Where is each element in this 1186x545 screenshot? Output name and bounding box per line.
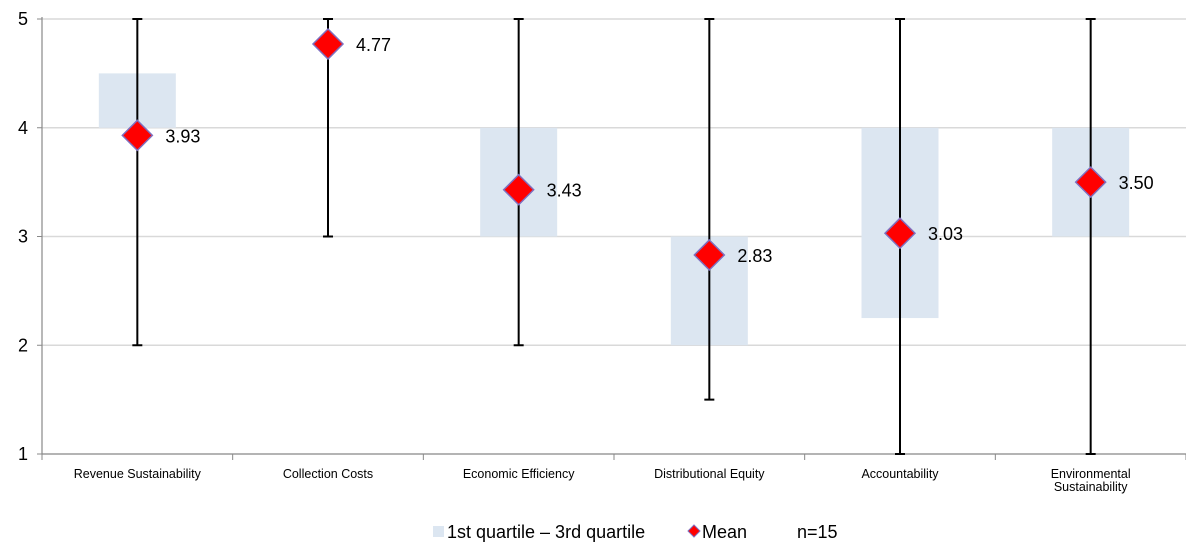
y-tick-labels: 1 2 3 4 5	[18, 9, 28, 464]
mean-value-label: 3.43	[547, 181, 582, 201]
mean-marker	[502, 173, 535, 206]
x-category-label: Revenue Sustainability	[74, 467, 202, 481]
y-tick-label: 3	[18, 227, 28, 247]
mean-labels: 3.93 4.77 3.43 2.83 3.03 3.50	[165, 35, 1153, 266]
mean-value-label: 2.83	[737, 246, 772, 266]
y-tick-label: 2	[18, 335, 28, 355]
x-category-label: Collection Costs	[283, 467, 373, 481]
y-tick-label: 5	[18, 9, 28, 29]
mean-marker	[121, 119, 154, 152]
mean-value-label: 3.03	[928, 224, 963, 244]
legend-mean-label: Mean	[702, 522, 747, 542]
x-category-labels: Revenue Sustainability Collection Costs Ec…	[74, 467, 1131, 494]
legend-n-label: n=15	[797, 522, 838, 542]
mean-value-label: 3.93	[165, 126, 200, 146]
y-tick-label: 1	[18, 444, 28, 464]
x-category-label: Environmental	[1051, 467, 1131, 481]
quartile-boxes	[98, 73, 1130, 346]
mean-marker	[883, 217, 917, 250]
mean-marker	[1074, 166, 1107, 199]
mean-marker	[311, 27, 345, 61]
axes	[37, 17, 1186, 460]
x-category-label: Sustainability	[1054, 480, 1128, 494]
y-tick-label: 4	[18, 118, 28, 138]
mean-value-label: 4.77	[356, 35, 391, 55]
legend-mean-diamond-icon	[687, 524, 701, 538]
mean-markers	[121, 27, 1107, 272]
mean-value-label: 3.50	[1119, 173, 1154, 193]
legend-quartile-swatch	[433, 526, 444, 537]
x-category-label: Economic Efficiency	[463, 467, 575, 481]
legend-quartile-label: 1st quartile – 3rd quartile	[447, 522, 645, 542]
x-category-label: Accountability	[861, 467, 939, 481]
legend: 1st quartile – 3rd quartile Mean n=15	[433, 522, 838, 542]
x-category-label: Distributional Equity	[654, 467, 765, 481]
mean-marker	[693, 238, 726, 272]
gridlines	[42, 18, 1186, 346]
